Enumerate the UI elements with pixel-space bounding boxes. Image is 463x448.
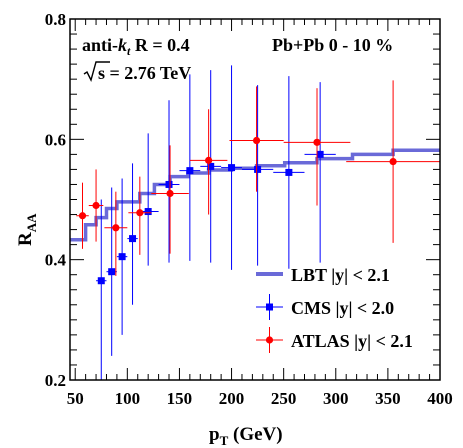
series-cms-marker [108,268,116,276]
legend-entry-cms: CMS |y| < 2.0 [256,294,394,320]
x-tick-label: 150 [167,389,193,408]
series-cms-marker [165,180,173,188]
series-atlas-marker [313,138,321,146]
series-atlas-marker [252,136,261,145]
series-atlas-point [229,86,284,192]
legend-entry-lbt: LBT |y| < 2.1 [256,265,390,285]
series-cms-point [179,74,201,261]
series-atlas-marker [166,189,174,198]
x-tick-label: 350 [375,389,401,408]
series-atlas-point [88,169,104,242]
series-atlas-marker [78,212,87,220]
series-atlas-point [76,182,89,249]
series-atlas-marker [92,201,100,210]
series-cms-marker [97,277,105,285]
legend: LBT |y| < 2.1 CMS |y| < 2.0 ATLAS |y| < … [256,265,413,353]
x-tick-label: 300 [323,389,349,408]
algo-annotation: anti-kt R = 0.4 [82,35,190,58]
series-cms-marker [254,165,262,173]
series-atlas-point [283,88,351,206]
series-cms-point [116,178,128,335]
series-cms-marker [285,168,293,176]
series-atlas-point [151,145,189,254]
series-atlas-marker [389,157,397,166]
energy-annotation: s = 2.76 TeV [83,61,191,83]
series-atlas-point [104,191,128,276]
series-cms-point [106,187,117,356]
legend-entry-atlas: ATLAS |y| < 2.1 [256,327,413,353]
y-tick-label: 0.2 [45,371,66,390]
series-atlas-point [346,80,440,243]
legend-swatch-atlas-marker [265,336,274,344]
legend-label-atlas: ATLAS |y| < 2.1 [291,331,413,351]
x-tick-label: 400 [427,389,453,408]
series-cms-point [158,100,180,263]
series-lbt-line [70,148,440,242]
series-atlas-marker [136,209,144,217]
series-atlas-marker [205,156,213,164]
series-cms-marker [129,235,137,243]
plot-area [70,65,440,380]
legend-label-cms: CMS |y| < 2.0 [291,298,394,318]
series-cms-marker [316,150,324,158]
energy-text: s = 2.76 TeV [98,63,191,83]
series-cms-marker [207,162,215,170]
series-cms-point [241,85,274,266]
legend-swatch-cms-marker [266,303,273,311]
series-cms-point [96,199,107,380]
series-cms-point [221,65,242,270]
sqrt-symbol [83,61,110,82]
series-cms-marker [118,253,126,261]
series-cms-marker [144,208,152,216]
series-atlas-point [128,176,152,255]
series-cms-point [304,82,336,263]
data-layer [70,65,440,380]
series-cms-point [273,76,305,269]
series-atlas-point [189,109,228,215]
x-axis-title: pT (GeV) [209,424,283,448]
series-cms-marker [228,164,236,172]
y-tick-label: 0.4 [45,251,67,270]
series-cms-marker [186,167,194,175]
x-tick-label: 200 [219,389,245,408]
x-tick-label: 250 [271,389,297,408]
x-tick-label: 50 [67,389,84,408]
axes-layer: 50 100 150 200 250 300 350 400 0.2 0.4 0.6 0.8 [45,10,453,408]
y-tick-label: 0.6 [45,130,66,149]
series-cms-point [127,163,138,305]
legend-label-lbt: LBT |y| < 2.1 [291,265,390,285]
y-tick-label: 0.8 [45,10,66,29]
x-tick-label: 100 [115,389,141,408]
series-cms-point [200,70,222,263]
system-annotation: Pb+Pb 0 - 10 % [272,35,393,55]
y-axis-title: RAA [15,213,39,246]
series-atlas-marker [112,224,120,232]
